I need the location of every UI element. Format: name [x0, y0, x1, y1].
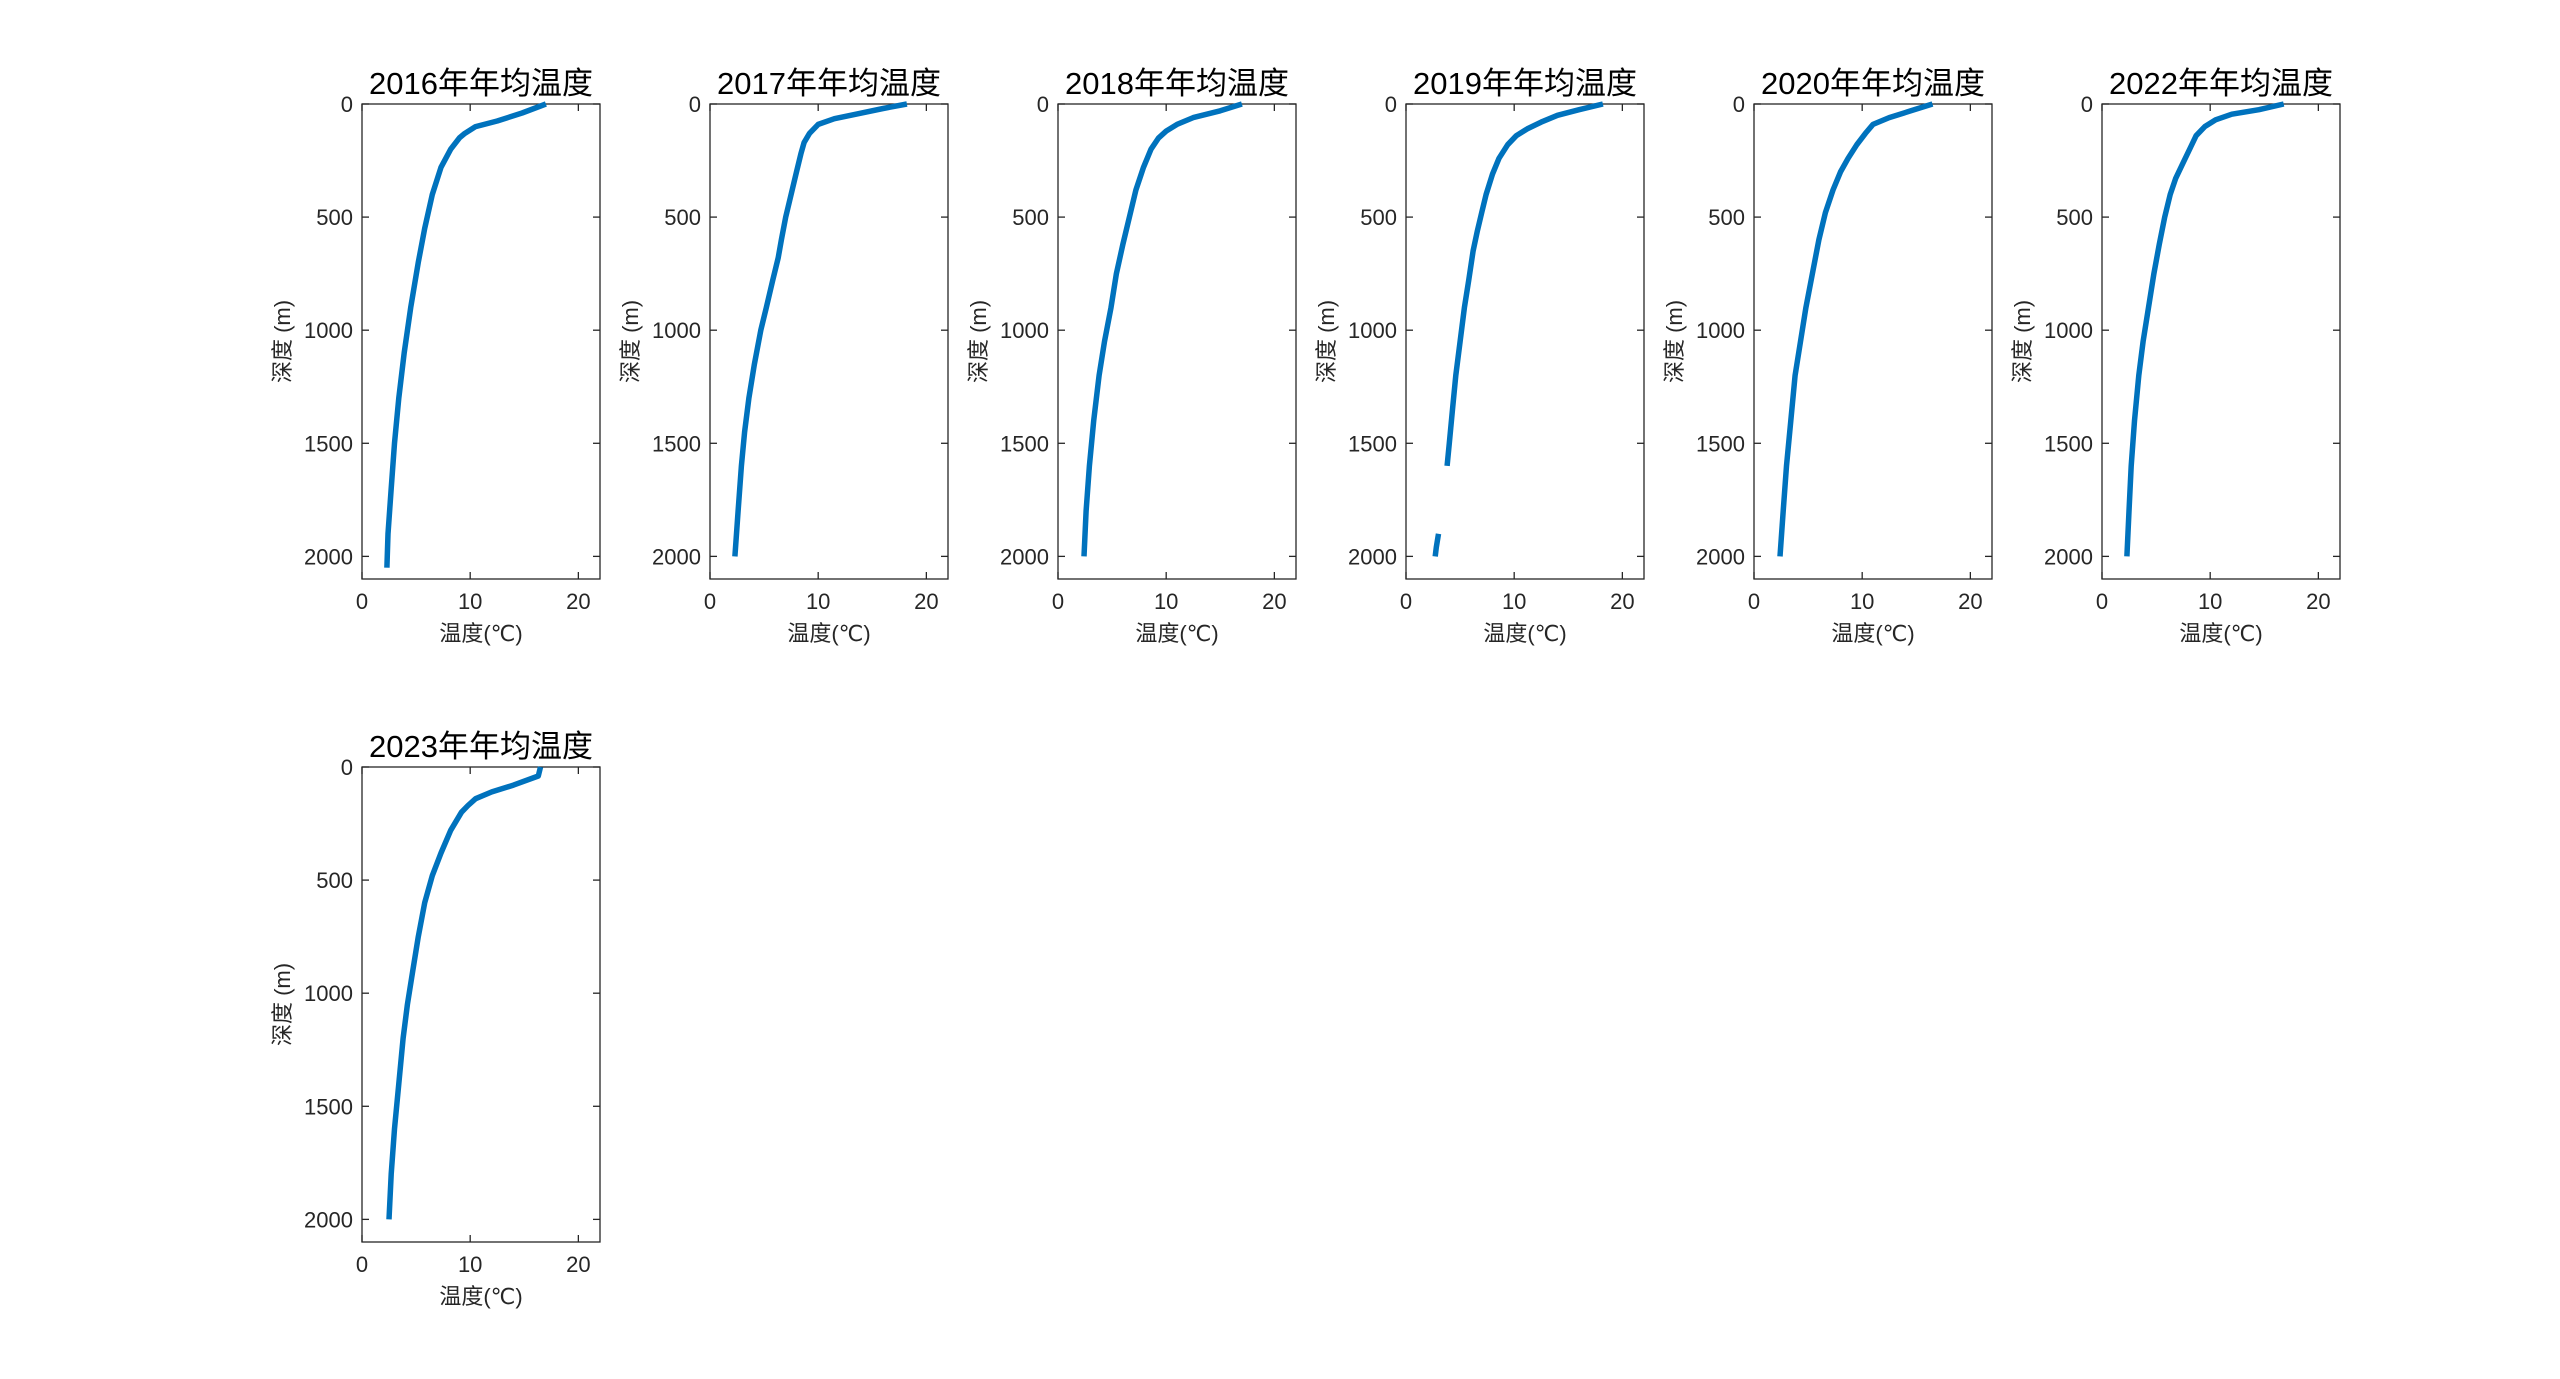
chart-4-y-axis-label: 深度 (m) [1662, 300, 1687, 383]
chart-3-series-0-line-0 [1444, 101, 1604, 467]
chart-0-y-tick-label-3: 1500 [304, 431, 353, 456]
chart-4-y-tick-label-2: 1000 [1696, 318, 1745, 343]
chart-5-y-tick-label-1: 500 [2056, 205, 2093, 230]
chart-6-y-tick-label-1: 500 [316, 868, 353, 893]
chart-2-y-tick-label-2: 1000 [1000, 318, 1049, 343]
chart-6-x-axis-label: 温度(℃) [439, 1284, 522, 1309]
chart-6-title: 2023年年均温度 [369, 729, 593, 764]
chart-5-x-tick-label-2: 20 [2306, 589, 2330, 614]
chart-5-y-tick-label-3: 1500 [2044, 431, 2093, 456]
chart-2-y-tick-label-1: 500 [1012, 205, 1049, 230]
chart-6-y-tick-label-2: 1000 [304, 981, 353, 1006]
chart-0-x-axis-label: 温度(℃) [439, 621, 522, 646]
chart-1-x-axis-label: 温度(℃) [787, 621, 870, 646]
chart-5-y-tick-label-0: 0 [2081, 92, 2093, 117]
chart-6-y-tick-label-4: 2000 [304, 1207, 353, 1232]
chart-1-axes-frame [709, 103, 949, 580]
chart-4-series-0-line-0 [1777, 101, 1934, 557]
chart-3-x-tick-label-0: 0 [1400, 589, 1412, 614]
chart-2-x-tick-label-1: 10 [1154, 589, 1178, 614]
chart-0-y-tick-label-1: 500 [316, 205, 353, 230]
chart-2-x-tick-label-2: 20 [1262, 589, 1286, 614]
chart-1-series-0-line-0 [732, 101, 908, 557]
chart-5-title: 2022年年均温度 [2109, 66, 2333, 101]
chart-3-x-tick-label-1: 10 [1502, 589, 1526, 614]
chart-4-x-tick-label-2: 20 [1958, 589, 1982, 614]
chart-0-title: 2016年年均温度 [369, 66, 593, 101]
chart-0-axes-frame [361, 103, 601, 580]
chart-0-y-tick-label-0: 0 [341, 92, 353, 117]
chart-2-y-axis-label: 深度 (m) [966, 300, 991, 383]
chart-6-x-tick-label-0: 0 [356, 1252, 368, 1277]
chart-3-y-tick-label-4: 2000 [1348, 544, 1397, 569]
chart-5-x-axis-label: 温度(℃) [2179, 621, 2262, 646]
chart-3-y-tick-label-2: 1000 [1348, 318, 1397, 343]
chart-1-x-tick-label-1: 10 [806, 589, 830, 614]
chart-1-y-tick-label-0: 0 [689, 92, 701, 117]
chart-5-x-tick-label-1: 10 [2198, 589, 2222, 614]
chart-6-y-tick-label-0: 0 [341, 755, 353, 780]
chart-5-y-tick-label-2: 1000 [2044, 318, 2093, 343]
chart-1-y-axis-label: 深度 (m) [618, 300, 643, 383]
chart-1-y-tick-label-1: 500 [664, 205, 701, 230]
chart-4-axes-frame [1753, 103, 1993, 580]
chart-4-x-tick-label-0: 0 [1748, 589, 1760, 614]
chart-3-title: 2019年年均温度 [1413, 66, 1637, 101]
chart-3-y-tick-label-0: 0 [1385, 92, 1397, 117]
chart-6-y-tick-label-3: 1500 [304, 1094, 353, 1119]
chart-0-y-axis-label: 深度 (m) [270, 300, 295, 383]
chart-3-x-tick-label-2: 20 [1610, 589, 1634, 614]
chart-4-x-axis-label: 温度(℃) [1831, 621, 1914, 646]
chart-6-y-axis-label: 深度 (m) [270, 963, 295, 1046]
chart-2-y-tick-label-4: 2000 [1000, 544, 1049, 569]
chart-4-title: 2020年年均温度 [1761, 66, 1985, 101]
chart-0-x-tick-label-1: 10 [458, 589, 482, 614]
chart-1-x-tick-label-0: 0 [704, 589, 716, 614]
chart-3-y-tick-label-1: 500 [1360, 205, 1397, 230]
chart-4-y-tick-label-0: 0 [1733, 92, 1745, 117]
chart-0-y-tick-label-2: 1000 [304, 318, 353, 343]
chart-3-y-tick-label-3: 1500 [1348, 431, 1397, 456]
chart-5-y-axis-label: 深度 (m) [2010, 300, 2035, 383]
chart-2-y-tick-label-0: 0 [1037, 92, 1049, 117]
chart-4-y-tick-label-3: 1500 [1696, 431, 1745, 456]
chart-4-x-tick-label-1: 10 [1850, 589, 1874, 614]
chart-2-axes-frame [1057, 103, 1297, 580]
chart-6-x-tick-label-1: 10 [458, 1252, 482, 1277]
chart-0-x-tick-label-2: 20 [566, 589, 590, 614]
chart-2-x-tick-label-0: 0 [1052, 589, 1064, 614]
chart-4-y-tick-label-4: 2000 [1696, 544, 1745, 569]
chart-6-series-0-line-0 [386, 766, 544, 1220]
chart-3-axes-frame [1405, 103, 1645, 580]
chart-0-y-tick-label-4: 2000 [304, 544, 353, 569]
chart-1-y-tick-label-2: 1000 [652, 318, 701, 343]
chart-2-title: 2018年年均温度 [1065, 66, 1289, 101]
chart-2-series-0-line-0 [1081, 101, 1243, 557]
chart-0-x-tick-label-0: 0 [356, 589, 368, 614]
chart-1-y-tick-label-3: 1500 [652, 431, 701, 456]
chart-6-x-tick-label-2: 20 [566, 1252, 590, 1277]
chart-3-y-axis-label: 深度 (m) [1314, 300, 1339, 383]
chart-6-axes-frame [361, 766, 601, 1243]
chart-2-y-tick-label-3: 1500 [1000, 431, 1049, 456]
chart-5-y-tick-label-4: 2000 [2044, 544, 2093, 569]
chart-4-y-tick-label-1: 500 [1708, 205, 1745, 230]
chart-0-series-0-line-0 [384, 101, 547, 568]
chart-1-y-tick-label-4: 2000 [652, 544, 701, 569]
chart-3-x-axis-label: 温度(℃) [1483, 621, 1566, 646]
chart-1-title: 2017年年均温度 [717, 66, 941, 101]
chart-5-series-0-line-0 [2124, 101, 2285, 557]
chart-5-axes-frame [2101, 103, 2341, 580]
chart-2-x-axis-label: 温度(℃) [1135, 621, 1218, 646]
chart-1-x-tick-label-2: 20 [914, 589, 938, 614]
chart-5-x-tick-label-0: 0 [2096, 589, 2108, 614]
chart-3-series-0-line-1 [1432, 533, 1442, 557]
